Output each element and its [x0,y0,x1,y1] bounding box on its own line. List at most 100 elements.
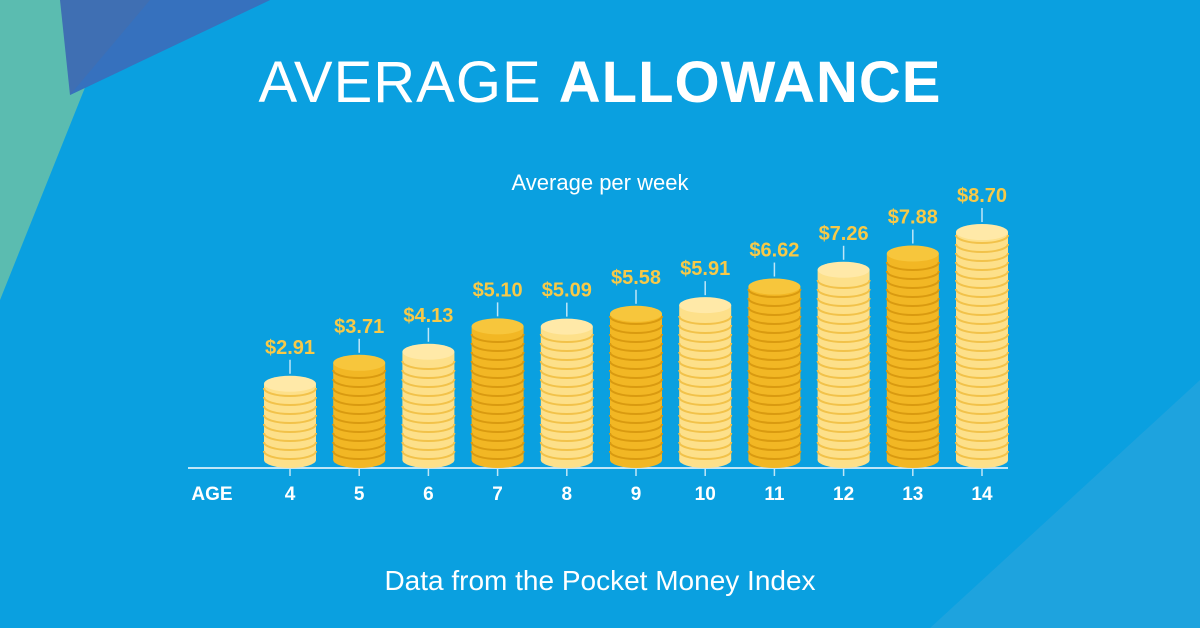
coin-stack-top [402,343,455,360]
coin-edge [609,423,663,433]
coin-edge [401,405,456,415]
coin-edge [747,360,802,370]
coin-edge [885,441,940,451]
coin-edge [678,387,733,397]
coin-edge [885,279,940,289]
x-tick-label: 12 [833,484,854,505]
coin-edge [885,450,940,460]
coin-edge [955,297,1009,307]
coin-edge [539,342,594,352]
coin-edge [747,324,802,334]
coin-stack-base [540,452,593,468]
coin-edge [747,423,802,433]
coin-edge [816,297,871,307]
coin-edge [816,432,871,442]
coin-edge [470,441,525,451]
coin-edge [747,378,802,388]
coin-edge [470,333,525,343]
coin-edge [816,369,871,379]
coin-edge [885,342,940,352]
coin-edge [470,387,525,397]
coin-edge [401,432,456,442]
coin-edge [955,261,1009,271]
coin-edge [678,441,733,451]
coin-edge [401,387,456,397]
coin-edge [609,441,663,451]
data-label: $7.88 [888,207,938,229]
x-tick-label: 6 [423,484,434,505]
coin-edge [955,369,1009,379]
coin-edge [539,369,594,379]
coin-edge [539,378,594,388]
coin-edge [816,360,871,370]
coin-edge [885,414,940,424]
coin-edge [401,369,456,379]
coin-edge [263,423,317,433]
blue-shard [70,0,270,95]
coin-edge [609,360,663,370]
coin-edge [470,396,525,406]
coin-edge [609,414,663,424]
coin-edge [401,423,456,433]
coin-edge [885,378,940,388]
coin-edge [816,441,871,451]
coin-stack-top [817,261,870,278]
x-tick-label: 11 [764,484,785,505]
coin-edge [955,342,1009,352]
coin-edge [539,441,594,451]
data-label: $5.91 [680,258,730,280]
coin-edge [263,441,317,451]
coin-stack-bar [678,281,733,468]
coin-edge [609,351,663,361]
coin-stack-base [748,452,801,468]
coin-edge [332,369,387,379]
coin-stack-bar [816,245,871,468]
coin-edge [332,405,387,415]
coin-edge [955,351,1009,361]
coin-edge [747,441,802,451]
coin-edge [263,387,317,397]
coin-stack-bar [401,327,456,468]
coin-edge [816,333,871,343]
coin-stack-bar [609,289,663,468]
coin-edge [263,405,317,415]
coin-edge [885,288,940,298]
coin-edge [747,405,802,415]
coin-edge [955,243,1009,253]
coin-edge [609,342,663,352]
coin-edge [747,306,802,316]
coin-stack-body [679,305,732,460]
coin-edge [332,441,387,451]
coin-stack-top [886,245,939,262]
coin-edge [955,396,1009,406]
coin-edge [609,405,663,415]
coin-edge [816,423,871,433]
coin-edge [885,423,940,433]
coin-edge [885,270,940,280]
coin-edge [816,315,871,325]
coin-edge [609,324,663,334]
coin-edge [609,378,663,388]
coin-edge [678,450,733,460]
coin-edge [332,432,387,442]
coin-edge [332,450,387,460]
coin-edge [332,414,387,424]
coin-edge [955,252,1009,262]
data-label: $6.62 [749,240,799,262]
coin-edge [955,279,1009,289]
coin-edge [816,378,871,388]
coin-stack-top [540,318,593,335]
coin-edge [816,306,871,316]
x-tick-label: 13 [902,484,923,505]
coin-edge [678,360,733,370]
coin-edge [263,414,317,424]
coin-edge [885,333,940,343]
coin-edge [747,315,802,325]
coin-edge [816,288,871,298]
coin-stack-base [333,452,386,468]
coin-stack-bar [470,302,525,468]
coin-edge [955,306,1009,316]
